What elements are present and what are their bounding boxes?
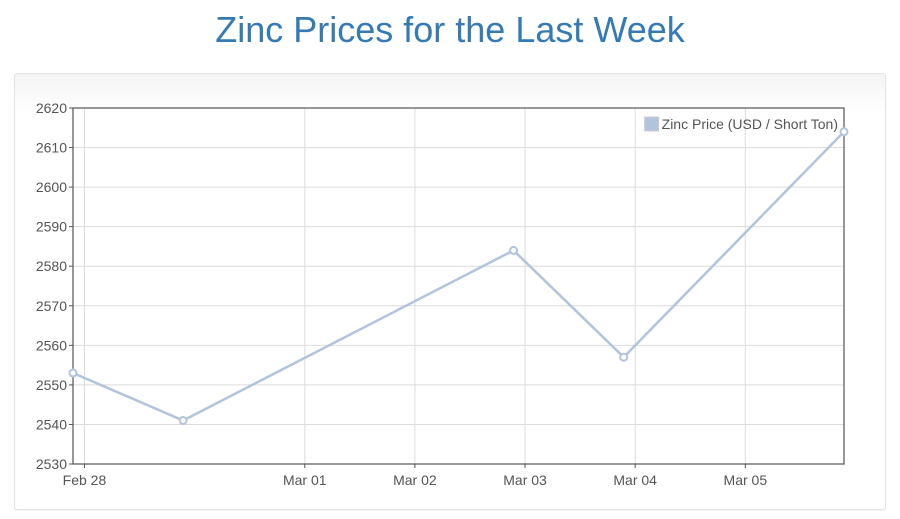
series-layer bbox=[68, 127, 849, 425]
y-tick-label: 2560 bbox=[36, 337, 67, 353]
y-tick-label: 2590 bbox=[36, 219, 67, 235]
data-point bbox=[839, 127, 849, 137]
x-tick-label: Mar 02 bbox=[393, 472, 437, 488]
y-tick-label: 2570 bbox=[36, 298, 67, 314]
y-tick-label: 2580 bbox=[36, 258, 67, 274]
data-point bbox=[68, 368, 78, 378]
y-tick-label: 2540 bbox=[36, 416, 67, 432]
legend-swatch bbox=[644, 116, 660, 132]
legend[interactable]: Zinc Price (USD / Short Ton) bbox=[644, 116, 838, 132]
series-line bbox=[72, 130, 845, 422]
y-tick-label: 2530 bbox=[36, 456, 67, 472]
line-chart: 2530 2540 2550 2560 2570 2580 2590 2600 2610 2620… bbox=[36, 100, 849, 488]
x-tick-label: Mar 01 bbox=[283, 472, 327, 488]
data-point bbox=[178, 415, 188, 425]
x-tick-label: Mar 04 bbox=[613, 472, 657, 488]
axes: 2530 2540 2550 2560 2570 2580 2590 2600 2610 2620… bbox=[36, 100, 845, 488]
plot-frame bbox=[72, 107, 845, 465]
grid-lines bbox=[73, 107, 844, 465]
y-tick-label: 2620 bbox=[36, 100, 67, 116]
y-tick-label: 2600 bbox=[36, 179, 67, 195]
data-point bbox=[509, 245, 519, 255]
x-tick-label: Mar 03 bbox=[503, 472, 547, 488]
data-point bbox=[619, 352, 629, 362]
x-tick-label: Mar 05 bbox=[724, 472, 768, 488]
y-tick-label: 2550 bbox=[36, 377, 67, 393]
legend-label: Zinc Price (USD / Short Ton) bbox=[662, 116, 838, 132]
chart-panel: 2530 2540 2550 2560 2570 2580 2590 2600 2610 2620… bbox=[14, 73, 886, 510]
x-tick-label: Feb 28 bbox=[63, 472, 107, 488]
page-title: Zinc Prices for the Last Week bbox=[215, 9, 685, 50]
legend-item[interactable]: Zinc Price (USD / Short Ton) bbox=[644, 116, 838, 132]
y-tick-label: 2610 bbox=[36, 140, 67, 156]
